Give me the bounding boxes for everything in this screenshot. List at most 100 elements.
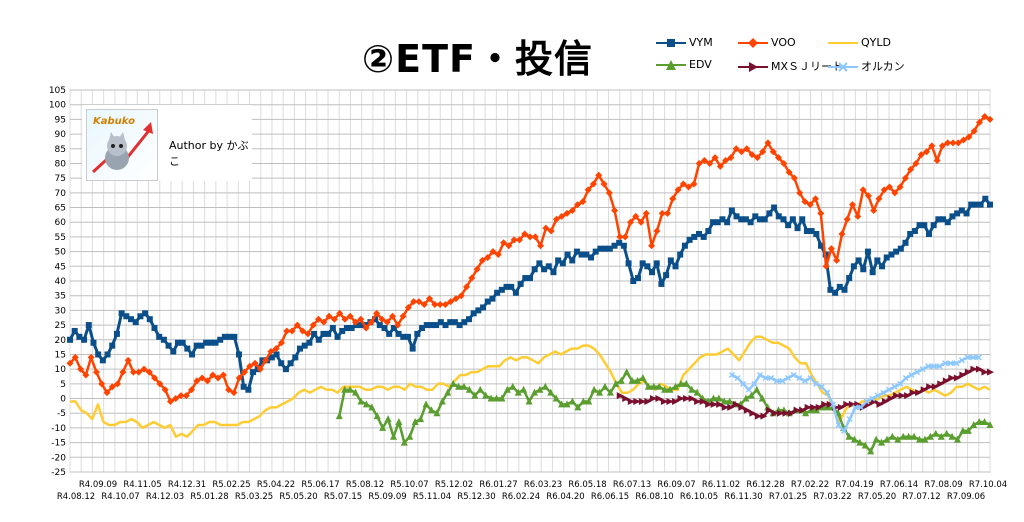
data-point-vym <box>217 336 224 343</box>
data-point-vym <box>329 325 336 332</box>
data-point-voo <box>917 151 925 159</box>
data-point-vym <box>461 319 468 326</box>
data-point-mxs-j-reit <box>738 403 746 411</box>
data-point-voo <box>838 230 846 238</box>
data-point-edv <box>612 379 620 387</box>
x-tick-label: R4.10.07 <box>101 492 139 502</box>
data-point-voo <box>859 186 867 194</box>
data-point-mxs-j-reit <box>987 368 994 376</box>
data-point-vym <box>602 245 609 252</box>
data-point-vym <box>832 289 839 296</box>
data-point-edv <box>981 418 989 426</box>
data-point-voo <box>637 218 645 226</box>
data-point-vym <box>470 310 477 317</box>
data-point-edv <box>438 397 446 405</box>
data-point-orukan <box>818 383 825 390</box>
data-point-vym <box>634 275 641 282</box>
data-point-voo <box>526 233 534 241</box>
data-point-voo <box>463 283 471 291</box>
data-point-vym <box>348 325 355 332</box>
data-point-vym <box>742 216 749 223</box>
x-tick-label: R7.03.22 <box>813 492 851 502</box>
data-point-vym <box>714 219 721 226</box>
data-point-vym <box>212 339 219 346</box>
data-point-vym <box>494 289 501 296</box>
data-point-mxs-j-reit <box>688 395 696 403</box>
legend-label-vym: VYM <box>689 36 713 49</box>
data-point-vym <box>705 228 712 235</box>
data-point-vym <box>925 230 932 237</box>
data-point-edv <box>910 432 918 440</box>
data-point-mxs-j-reit <box>677 395 685 403</box>
data-point-vym <box>846 275 853 282</box>
data-point-edv <box>937 432 945 440</box>
data-point-vym <box>681 242 688 249</box>
data-point-voo <box>203 377 211 385</box>
data-point-edv <box>487 394 495 402</box>
data-point-edv <box>411 418 419 426</box>
legend-marker-voo <box>738 38 768 48</box>
data-point-vym <box>658 280 665 287</box>
data-point-orukan <box>813 380 820 387</box>
data-point-mxs-j-reit <box>721 403 729 411</box>
data-point-orukan <box>785 374 792 381</box>
data-point-voo <box>864 192 872 200</box>
data-point-edv <box>606 388 614 396</box>
data-point-voo <box>801 198 809 206</box>
data-point-vym <box>231 333 238 340</box>
data-point-mxs-j-reit <box>793 406 801 414</box>
data-point-orukan <box>964 354 971 361</box>
data-point-edv <box>758 394 766 402</box>
data-point-vym <box>808 228 815 235</box>
data-point-vym <box>484 298 491 305</box>
data-point-vym <box>95 351 102 358</box>
x-tick-label: R6.03.23 <box>524 480 562 490</box>
data-point-edv <box>850 435 858 443</box>
data-point-voo <box>352 318 360 326</box>
data-point-edv <box>585 397 593 405</box>
data-point-orukan <box>846 416 853 423</box>
data-point-voo <box>108 383 116 391</box>
data-point-vym <box>541 266 548 273</box>
data-point-vym <box>686 236 693 243</box>
data-point-voo <box>552 215 560 223</box>
data-point-vym <box>902 239 909 246</box>
data-point-voo <box>722 157 730 165</box>
y-tick-label: 50 <box>55 248 67 258</box>
data-point-edv <box>346 385 354 393</box>
data-point-orukan <box>801 377 808 384</box>
data-point-mxs-j-reit <box>810 403 818 411</box>
data-point-edv <box>878 438 886 446</box>
data-point-voo <box>267 348 275 356</box>
data-point-voo <box>928 142 936 150</box>
data-point-vym <box>803 228 810 235</box>
data-point-edv <box>579 397 587 405</box>
data-point-edv <box>628 376 636 384</box>
x-tick-label: R4.12.03 <box>146 492 184 502</box>
data-point-edv <box>899 432 907 440</box>
y-tick-label: 25 <box>55 321 66 331</box>
data-point-vym <box>207 339 214 346</box>
data-point-voo <box>960 136 968 144</box>
data-point-voo <box>785 168 793 176</box>
data-point-voo <box>166 397 174 405</box>
data-point-vym <box>968 201 975 208</box>
data-point-orukan <box>756 372 764 379</box>
data-point-vym <box>733 213 740 220</box>
data-point-edv <box>650 382 658 390</box>
data-point-voo <box>272 345 280 353</box>
y-tick-label: -15 <box>51 439 66 449</box>
author-box: Kabuko Author by かぶこ <box>82 105 252 181</box>
data-point-voo <box>949 139 957 147</box>
y-tick-label: 15 <box>55 350 66 360</box>
data-point-edv <box>872 435 880 443</box>
data-point-edv <box>568 397 576 405</box>
data-point-orukan <box>768 374 775 381</box>
data-point-vym <box>198 342 205 349</box>
data-point-voo <box>214 374 222 382</box>
data-point-voo <box>209 371 217 379</box>
data-point-vym <box>818 242 825 249</box>
data-point-edv <box>379 423 387 431</box>
data-point-edv <box>688 385 696 393</box>
y-tick-label: -20 <box>51 453 66 463</box>
